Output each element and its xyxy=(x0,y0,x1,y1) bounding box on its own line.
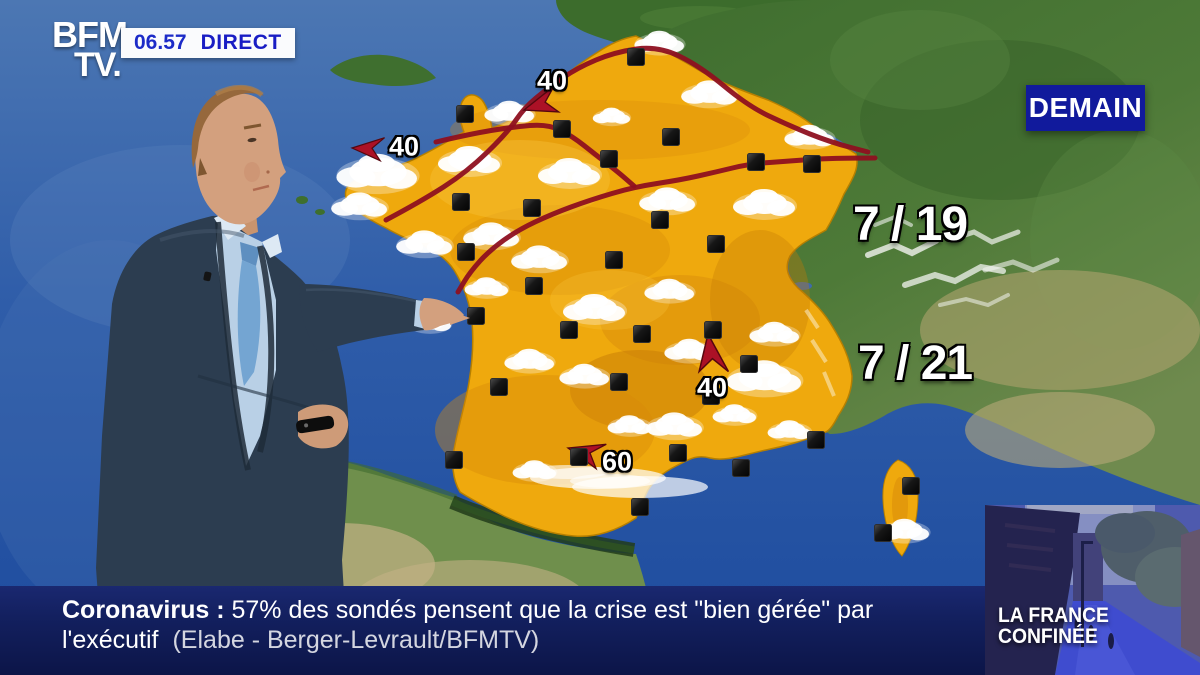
city-weather-marker xyxy=(807,431,825,449)
city-weather-marker xyxy=(600,150,618,168)
city-weather-marker xyxy=(490,378,508,396)
city-weather-marker xyxy=(803,155,821,173)
city-weather-marker xyxy=(669,444,687,462)
city-weather-marker xyxy=(633,325,651,343)
wind-speed-label: 40 xyxy=(536,65,568,96)
city-weather-marker xyxy=(662,128,680,146)
lamppost xyxy=(1081,543,1084,647)
city-weather-marker xyxy=(704,321,722,339)
city-weather-marker xyxy=(874,524,892,542)
cloud-icon xyxy=(644,278,696,304)
cloud-icon xyxy=(336,153,420,195)
cloud-icon xyxy=(634,30,686,56)
bfmtv-logo: BFM TV. xyxy=(52,14,128,84)
remote-clicker xyxy=(296,415,335,434)
bfmtv-logo-line1: BFM xyxy=(52,14,128,55)
street-scene xyxy=(985,505,1200,675)
city-weather-marker xyxy=(651,211,669,229)
wind-direction-arrow xyxy=(522,85,561,113)
ticker-topic-label: Coronavirus : xyxy=(62,596,225,624)
ticker-line1: Coronavirus : 57% des sondés pensent que… xyxy=(62,595,985,625)
cloud-icon xyxy=(712,404,758,426)
city-weather-marker xyxy=(445,451,463,469)
city-weather-marker xyxy=(631,498,649,516)
city-weather-marker xyxy=(707,235,725,253)
city-weather-marker xyxy=(523,199,541,217)
city-weather-marker xyxy=(452,193,470,211)
city-weather-marker xyxy=(525,277,543,295)
forecast-day-badge: DEMAIN xyxy=(1026,85,1145,131)
cloud-icon xyxy=(538,158,602,189)
city-weather-marker xyxy=(610,373,628,391)
city-weather-marker xyxy=(553,120,571,138)
bfmtv-logo-line2: TV. xyxy=(74,46,122,84)
city-weather-marker xyxy=(457,243,475,261)
wind-direction-arrow xyxy=(350,137,385,163)
weather-front-line xyxy=(383,45,871,223)
wind-speed-label: 60 xyxy=(601,446,633,477)
news-ticker: Coronavirus : 57% des sondés pensent que… xyxy=(0,586,985,675)
cloud-icon xyxy=(733,189,797,220)
time-live-strip: 06.57 DIRECT xyxy=(121,28,295,58)
city-weather-marker xyxy=(456,105,474,123)
cloud-icon xyxy=(331,192,389,221)
city-weather-marker xyxy=(702,387,720,405)
wind-speed-label: 40 xyxy=(696,372,728,403)
wind-speed-label: 40 xyxy=(388,131,420,162)
ticker-source: (Elabe - Berger-Levrault/BFMTV) xyxy=(172,626,540,654)
cloud-icon xyxy=(504,348,556,374)
cloud-icon xyxy=(607,415,653,437)
corner-video-thumbnail: LA FRANCE CONFINÉE xyxy=(985,505,1200,675)
cloud-icon xyxy=(749,321,801,347)
live-badge: DIRECT xyxy=(200,31,282,54)
cloud-icon xyxy=(767,420,813,442)
city-weather-marker xyxy=(732,459,750,477)
ticker-line2: l'exécutif (Elabe - Berger-Levrault/BFMTV… xyxy=(62,626,540,654)
clock-time: 06.57 xyxy=(134,31,187,54)
city-weather-marker xyxy=(570,448,588,466)
corner-video-title: LA FRANCE CONFINÉE xyxy=(998,604,1109,648)
city-weather-marker xyxy=(560,321,578,339)
cornwall-landmass xyxy=(330,54,436,86)
weather-front-line xyxy=(455,155,878,295)
city-weather-marker xyxy=(467,307,485,325)
cloud-icon xyxy=(639,187,697,216)
cloud-icon xyxy=(511,245,569,274)
right-building xyxy=(1181,529,1200,657)
city-weather-marker xyxy=(902,477,920,495)
cloud-icon xyxy=(396,230,454,259)
cloud-icon xyxy=(592,107,632,127)
presenter-hair xyxy=(191,85,264,168)
min-max-temperature: 7 / 19 xyxy=(853,198,968,251)
left-buildings xyxy=(985,505,1080,675)
presenter-face xyxy=(195,93,286,225)
lapel-microphone xyxy=(203,271,212,282)
min-max-temperature: 7 / 21 xyxy=(858,337,973,390)
city-weather-marker xyxy=(605,251,623,269)
city-weather-marker xyxy=(740,355,758,373)
wind-direction-arrow xyxy=(697,331,730,374)
ticker-headline-text: 57% des sondés pensent que la crise est … xyxy=(231,596,874,624)
cloud-icon xyxy=(563,294,627,325)
pedestrian xyxy=(1088,625,1094,641)
alps-snow xyxy=(865,214,1060,308)
city-weather-marker xyxy=(747,153,765,171)
cloud-icon xyxy=(646,412,704,441)
cloud-icon xyxy=(559,363,611,389)
city-weather-marker xyxy=(627,48,645,66)
cloud-icon xyxy=(464,277,510,299)
cloud-icon xyxy=(681,80,739,109)
